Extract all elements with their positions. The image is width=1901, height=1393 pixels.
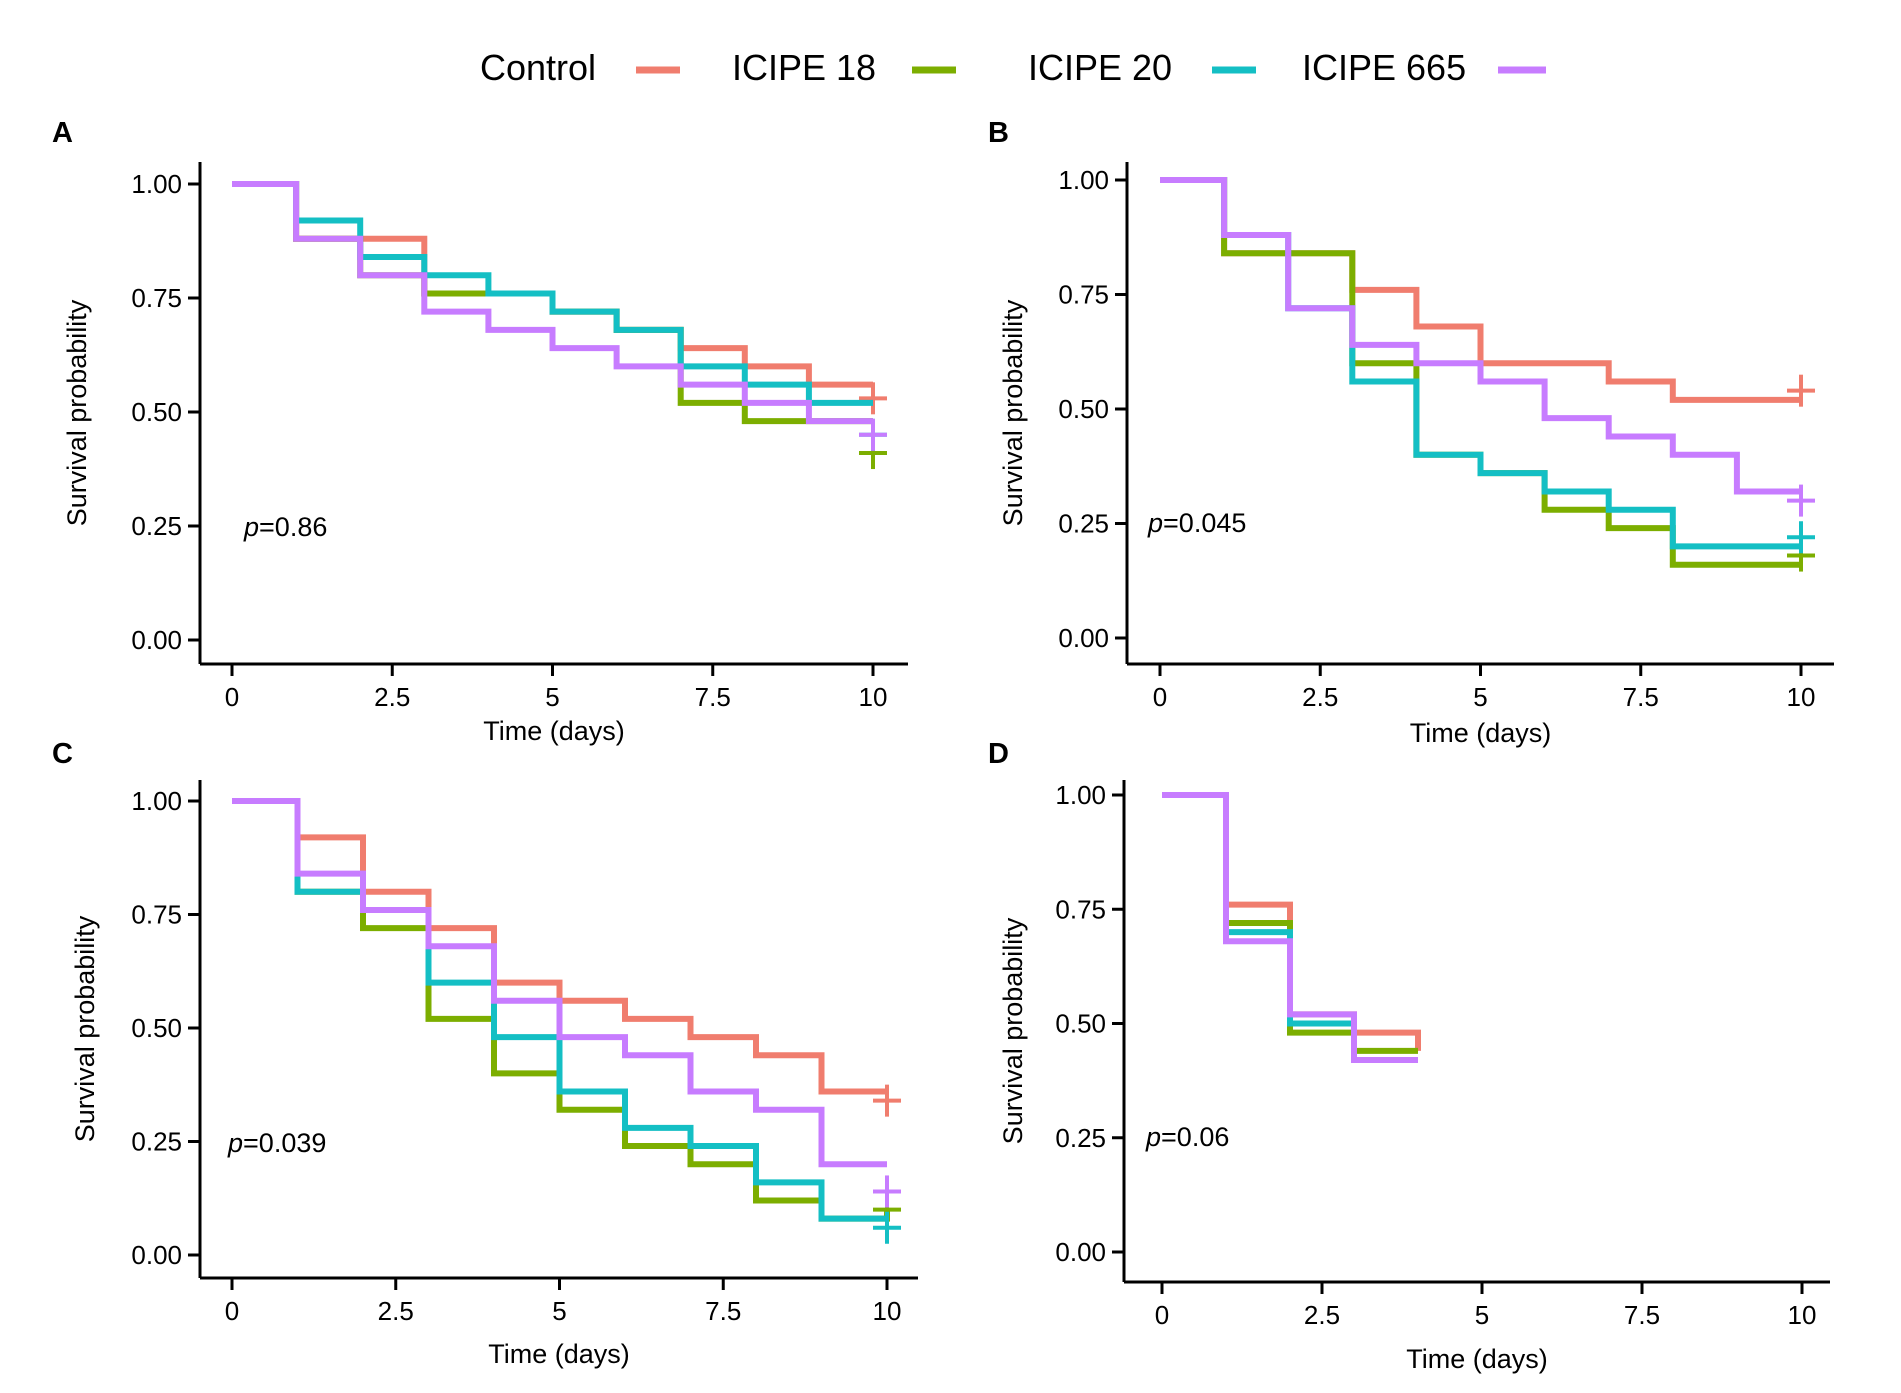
x-tick-label-a-3: 7.5 [695,682,731,712]
x-tick-label-a-4: 10 [859,682,888,712]
y-axis-title-d: Survival probability [998,917,1028,1144]
x-tick-label-b-2: 5 [1473,682,1487,712]
km-curve-a-icipe-20 [232,181,873,406]
y-tick-label-d-3: 0.75 [1055,894,1106,924]
y-axis-title-c: Survival probability [70,915,100,1142]
y-tick-label-a-0: 0.00 [131,625,182,655]
y-tick-label-d-2: 0.50 [1055,1009,1106,1039]
p-value-c: p=0.039 [227,1128,326,1158]
x-tick-label-c-4: 10 [873,1296,902,1326]
x-tick-label-c-0: 0 [225,1296,239,1326]
km-curve-d-icipe-665 [1162,792,1418,1064]
km-curve-a-icipe-665 [232,181,873,425]
km-curve-a-control [232,181,873,388]
x-tick-label-b-0: 0 [1153,682,1167,712]
km-curve-d-icipe-20 [1162,792,1357,1061]
y-axis-title-a: Survival probability [62,299,92,526]
y-tick-label-d-0: 0.00 [1055,1237,1106,1267]
y-tick-label-a-3: 0.75 [131,283,182,313]
y-tick-label-b-0: 0.00 [1058,623,1109,653]
y-tick-label-b-2: 0.50 [1058,394,1109,424]
x-axis-title-a: Time (days) [483,716,625,746]
panel-c: C 0.00 0.25 0.50 0.75 1.00 0 2.5 5 7.5 10 Time (day… [52,738,918,1369]
x-tick-label-d-4: 10 [1788,1300,1817,1330]
p-value-b: p=0.045 [1147,508,1246,538]
panel-letter-c: C [52,738,73,770]
panel-a: A 0.00 0.25 0.50 0.75 1.00 0 2.5 5 7.5 10 Time (day… [52,117,908,746]
legend-label-control: Control [480,47,596,88]
p-value-d: p=0.06 [1145,1122,1229,1152]
y-tick-label-d-4: 1.00 [1055,780,1106,810]
x-tick-label-d-3: 7.5 [1624,1300,1660,1330]
x-tick-label-a-1: 2.5 [374,682,410,712]
x-tick-label-a-0: 0 [225,682,239,712]
panels: A 0.00 0.25 0.50 0.75 1.00 0 2.5 5 7.5 10 Time (day… [52,117,1834,1374]
y-tick-label-a-2: 0.50 [131,397,182,427]
y-tick-label-d-1: 0.25 [1055,1123,1106,1153]
y-tick-label-b-3: 0.75 [1058,280,1109,310]
panel-d: D 0.00 0.25 0.50 0.75 1.00 0 2.5 5 7.5 10 Time (day… [988,738,1830,1374]
p-value-a: p=0.86 [243,512,327,542]
x-tick-label-c-2: 5 [552,1296,566,1326]
x-tick-label-b-3: 7.5 [1623,682,1659,712]
y-tick-label-a-4: 1.00 [131,169,182,199]
y-tick-label-c-2: 0.50 [131,1013,182,1043]
km-curve-b-icipe-665 [1160,177,1801,495]
x-tick-label-a-2: 5 [545,682,559,712]
y-tick-label-b-4: 1.00 [1058,165,1109,195]
y-tick-label-c-3: 0.75 [131,900,182,930]
legend: Control ICIPE 18 ICIPE 20 ICIPE 665 [480,47,1546,88]
legend-label-icipe-18: ICIPE 18 [732,47,876,88]
x-axis-title-d: Time (days) [1406,1344,1548,1374]
y-tick-label-c-1: 0.25 [131,1127,182,1157]
km-curve-c-icipe-665 [232,798,887,1168]
x-tick-label-b-4: 10 [1787,682,1816,712]
x-axis-title-b: Time (days) [1410,718,1552,748]
panel-letter-b: B [988,117,1009,149]
y-tick-label-a-1: 0.25 [131,511,182,541]
panel-b: B 0.00 0.25 0.50 0.75 1.00 0 2.5 5 7.5 10 Time (day… [988,117,1834,748]
panel-letter-a: A [52,117,73,149]
x-tick-label-b-1: 2.5 [1302,682,1338,712]
x-tick-label-c-1: 2.5 [378,1296,414,1326]
y-tick-label-c-4: 1.00 [131,786,182,816]
legend-label-icipe-665: ICIPE 665 [1302,47,1466,88]
y-tick-label-b-1: 0.25 [1058,509,1109,539]
y-axis-title-b: Survival probability [998,299,1028,526]
x-tick-label-d-1: 2.5 [1304,1300,1340,1330]
panel-letter-d: D [988,738,1009,770]
x-tick-label-c-3: 7.5 [705,1296,741,1326]
x-tick-label-d-0: 0 [1155,1300,1169,1330]
km-curve-c-control [232,798,887,1095]
x-axis-title-c: Time (days) [488,1339,630,1369]
y-tick-label-c-0: 0.00 [131,1240,182,1270]
x-tick-label-d-2: 5 [1475,1300,1489,1330]
legend-label-icipe-20: ICIPE 20 [1028,47,1172,88]
